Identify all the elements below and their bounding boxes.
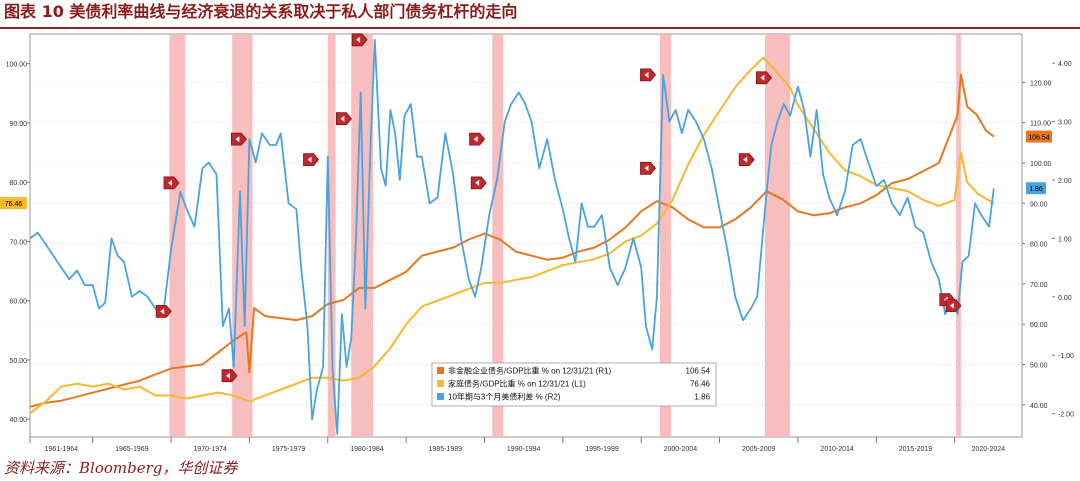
signal-marker-arrow-icon	[473, 136, 478, 143]
right-axis-r1-tick-label: 60.00	[1030, 322, 1048, 329]
right-axis-r2-tick-label: 4.00	[1058, 61, 1072, 68]
recession-band	[659, 34, 671, 437]
signal-marker-arrow-icon	[235, 136, 240, 143]
recession-band	[169, 34, 186, 437]
chart-area: 40.00 50.00 60.00 70.00 80.00 90.00 100.00 40.0…	[0, 31, 1080, 455]
legend-label: 家庭债务/GDP比重 % on 12/31/21 (L1)	[448, 379, 586, 389]
signal-marker-arrow-icon	[760, 74, 765, 81]
right-axis-r1-tick-label: 50.00	[1030, 362, 1048, 369]
legend-label: 非金融企业债务/GDP比重 % on 12/31/21 (R1)	[448, 366, 611, 376]
left-axis-tick-label: 100.00	[6, 62, 28, 69]
right-axis-r1-tick-label: 100.00	[1030, 161, 1052, 168]
left-axis-tick-label: 40.00	[9, 417, 27, 424]
source-note: 资料来源：Bloomberg，华创证券	[4, 459, 238, 477]
legend-label: 10年期与3个月美债利差 % (R2)	[448, 392, 561, 402]
x-axis-tick-label: 1965-1969	[115, 446, 149, 453]
left-axis-tick-label: 80.00	[9, 180, 27, 187]
signal-marker	[230, 132, 247, 146]
household-debt-line	[29, 56, 995, 415]
spread-last-value-tag	[1026, 182, 1046, 195]
signal-marker	[640, 161, 657, 175]
x-axis-tick-label: 1975-1979	[272, 446, 306, 453]
right-axis-r2-tick-label: 3.00	[1058, 120, 1072, 127]
right-axis-r1-tick-label: 70.00	[1030, 282, 1048, 289]
recession-band	[351, 34, 374, 437]
x-axis-tick-label: 1970-1974	[193, 446, 227, 453]
right-axis-r1-tick-label: 120.00	[1030, 80, 1052, 87]
household-last-value-label: 76.46	[5, 201, 23, 208]
right-axis-r1-tick-label: 40.00	[1030, 403, 1048, 410]
right-axis-r2-tick-label: 2.00	[1058, 178, 1072, 185]
x-axis-tick-label: 2005-2009	[742, 446, 776, 453]
left-axis-tick-label: 90.00	[9, 121, 27, 128]
signal-marker-arrow-icon	[226, 372, 230, 379]
signal-marker	[469, 132, 486, 146]
signal-marker-arrow-icon	[307, 156, 312, 163]
legend-value: 106.54	[686, 367, 711, 376]
spread-last-value-label: 1.86	[1029, 186, 1043, 193]
right-axis-r1-tick-label: 80.00	[1030, 242, 1048, 249]
legend-swatch	[437, 380, 444, 387]
legend-value: 1.86	[694, 393, 710, 402]
yield-spread-line	[29, 38, 995, 435]
signal-marker-arrow-icon	[160, 308, 165, 315]
signal-marker	[470, 176, 487, 190]
legend-value: 76.46	[690, 380, 711, 389]
left-axis-tick-label: 60.00	[9, 299, 27, 306]
debt-spread-chart: 40.00 50.00 60.00 70.00 80.00 90.00 100.00 40.0…	[0, 33, 1074, 453]
legend-box	[431, 362, 717, 407]
corporate-last-value-label: 106.54	[1028, 135, 1050, 142]
signal-marker-arrow-icon	[644, 71, 649, 78]
signal-marker	[756, 71, 772, 85]
x-axis-tick-label: 2015-2019	[899, 446, 933, 453]
legend-swatch	[437, 367, 444, 374]
right-axis-r2-tick-label: 0.00	[1058, 295, 1072, 302]
signal-marker-arrow-icon	[168, 179, 172, 186]
recession-band	[492, 34, 504, 437]
signal-marker	[738, 153, 755, 167]
corporate-debt-line	[29, 73, 995, 408]
signal-marker	[945, 299, 962, 313]
left-axis-tick-label: 50.00	[9, 358, 27, 365]
signal-marker	[163, 176, 180, 190]
signal-marker-arrow-icon	[950, 302, 954, 309]
right-axis-r2-tick-label: 1.00	[1058, 236, 1072, 243]
right-axis-r2-tick-label: -2.00	[1058, 412, 1074, 419]
figure-title: 图表 10 美债利率曲线与经济衰退的关系取决于私人部门债务杠杆的走向	[4, 2, 518, 21]
right-axis-r1-tick-label: 110.00	[1030, 121, 1051, 128]
x-axis-tick-label: 1961-1964	[45, 446, 79, 453]
legend-swatch	[437, 393, 444, 400]
right-axis-r1-tick-label: 90.00	[1030, 201, 1048, 208]
signal-marker	[221, 369, 238, 383]
recession-band	[956, 34, 961, 437]
title-divider	[0, 27, 1080, 29]
corporate-last-value-tag	[1026, 130, 1052, 143]
signal-marker-arrow-icon	[356, 36, 361, 43]
signal-marker	[640, 68, 657, 82]
recession-band	[764, 34, 791, 437]
right-axis-r2-tick-label: -1.00	[1058, 353, 1074, 360]
x-axis-tick-label: 2020-2024	[972, 446, 1006, 453]
signal-marker-arrow-icon	[340, 115, 345, 122]
x-axis-tick-label: 1990-1994	[507, 446, 541, 453]
x-axis-tick-label: 1985-1989	[429, 446, 463, 453]
left-axis-tick-label: 70.00	[9, 239, 27, 246]
signal-marker-arrow-icon	[644, 165, 649, 172]
signal-marker	[155, 304, 172, 318]
recession-band	[327, 34, 336, 437]
signal-marker	[303, 153, 320, 167]
household-last-value-tag	[0, 197, 27, 210]
signal-marker	[335, 112, 352, 126]
x-axis-tick-label: 1995-1999	[585, 446, 619, 453]
signal-marker-arrow-icon	[743, 156, 748, 163]
x-axis-tick-label: 1980-1984	[350, 446, 384, 453]
signal-marker	[351, 33, 368, 47]
x-axis-tick-label: 2000-2004	[664, 446, 698, 453]
signal-marker-arrow-icon	[475, 179, 480, 186]
x-axis-tick-label: 2010-2014	[820, 446, 854, 453]
